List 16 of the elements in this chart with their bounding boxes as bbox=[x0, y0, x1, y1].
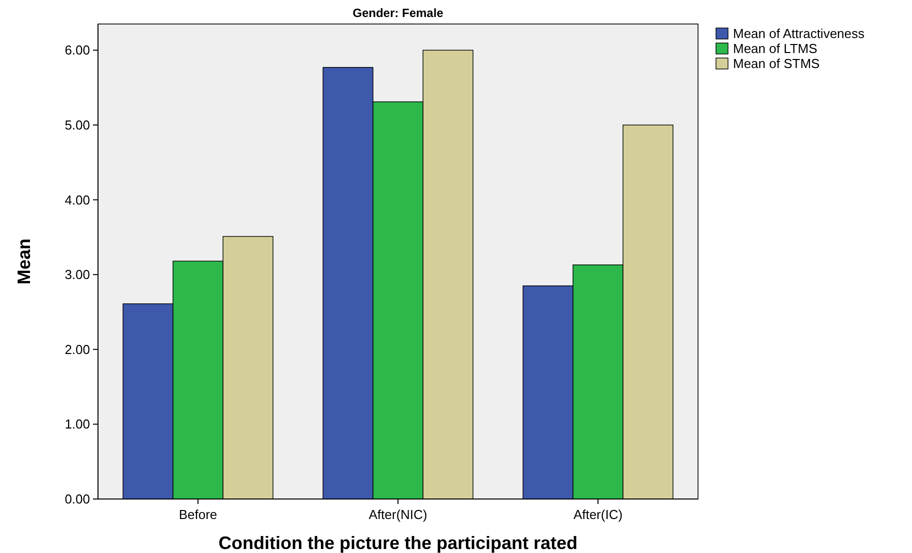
y-tick-label: 5.00 bbox=[64, 118, 90, 133]
x-tick-label: After(NIC) bbox=[368, 507, 428, 522]
x-axis-title: Condition the picture the participant rated bbox=[218, 533, 578, 553]
y-tick-label: 6.00 bbox=[64, 42, 90, 58]
legend-label: Mean of Attractiveness bbox=[733, 26, 866, 41]
y-tick-label: 2.00 bbox=[64, 342, 90, 357]
y-tick-label: 4.00 bbox=[64, 192, 90, 208]
chart-title: Gender: Female bbox=[352, 6, 444, 20]
x-tick-label: After(IC) bbox=[573, 507, 623, 522]
legend-label: Mean of STMS bbox=[733, 56, 820, 71]
y-tick-label: 0.00 bbox=[64, 492, 90, 507]
y-tick-label: 3.00 bbox=[64, 267, 90, 282]
legend-label: Mean of LTMS bbox=[733, 41, 818, 56]
x-tick-label: Before bbox=[178, 507, 218, 522]
y-axis-title: Mean bbox=[14, 238, 34, 285]
y-tick-label: 1.00 bbox=[64, 416, 90, 432]
